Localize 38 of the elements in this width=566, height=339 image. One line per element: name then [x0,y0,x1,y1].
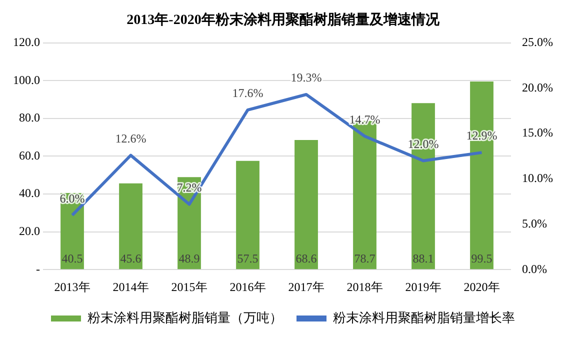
x-tick-label: 2019年 [405,280,442,294]
y2-tick-label: 15.0% [522,126,554,140]
y-tick-label: 80.0 [19,110,40,125]
data-label: 40.5 [62,251,83,266]
x-tick-label: 2016年 [230,280,266,294]
x-tick-label: 2014年 [112,280,149,294]
y2-tick-label: 5.0% [522,216,548,230]
y2-tick-label: 10.0% [522,171,554,186]
data-label: 17.6% [232,86,264,100]
data-label: 99.5 [471,251,492,266]
y-tick-label: 60.0 [19,148,40,162]
x-tick-label: 2020年 [464,280,500,294]
data-label: 68.6 [296,251,317,266]
data-label: 19.3% [290,70,322,85]
x-tick-label: 2015年 [171,280,208,294]
y-tick-label: 20.0 [19,224,40,238]
bar [119,183,142,270]
data-label: 45.6 [120,251,142,266]
legend-label: 粉末涂料用聚酯树脂销量（万吨） [88,310,282,325]
x-tick-label: 2017年 [288,280,324,294]
data-label: 12.6% [115,131,146,146]
bar [294,140,318,270]
y-tick-label: - [36,262,40,276]
data-label: 88.1 [412,251,434,266]
y-tick-label: 100.0 [13,72,40,87]
x-tick-label: 2013年 [54,280,90,294]
legend-label: 粉末涂料用聚酯树脂销量增长率 [333,310,515,325]
y2-tick-label: 0.0% [522,262,548,276]
y2-tick-label: 25.0% [522,34,554,49]
data-label: 78.7 [354,251,376,266]
data-label: 57.5 [237,251,258,266]
chart-title: 2013年-2020年粉末涂料用聚酯树脂销量及增速情况 [126,12,440,28]
y-tick-label: 120.0 [13,34,40,49]
x-tick-label: 2018年 [346,280,383,294]
bar [236,160,260,270]
y2-tick-label: 20.0% [522,80,554,94]
data-label: 48.9 [178,251,200,266]
y-tick-label: 40.0 [19,186,40,200]
